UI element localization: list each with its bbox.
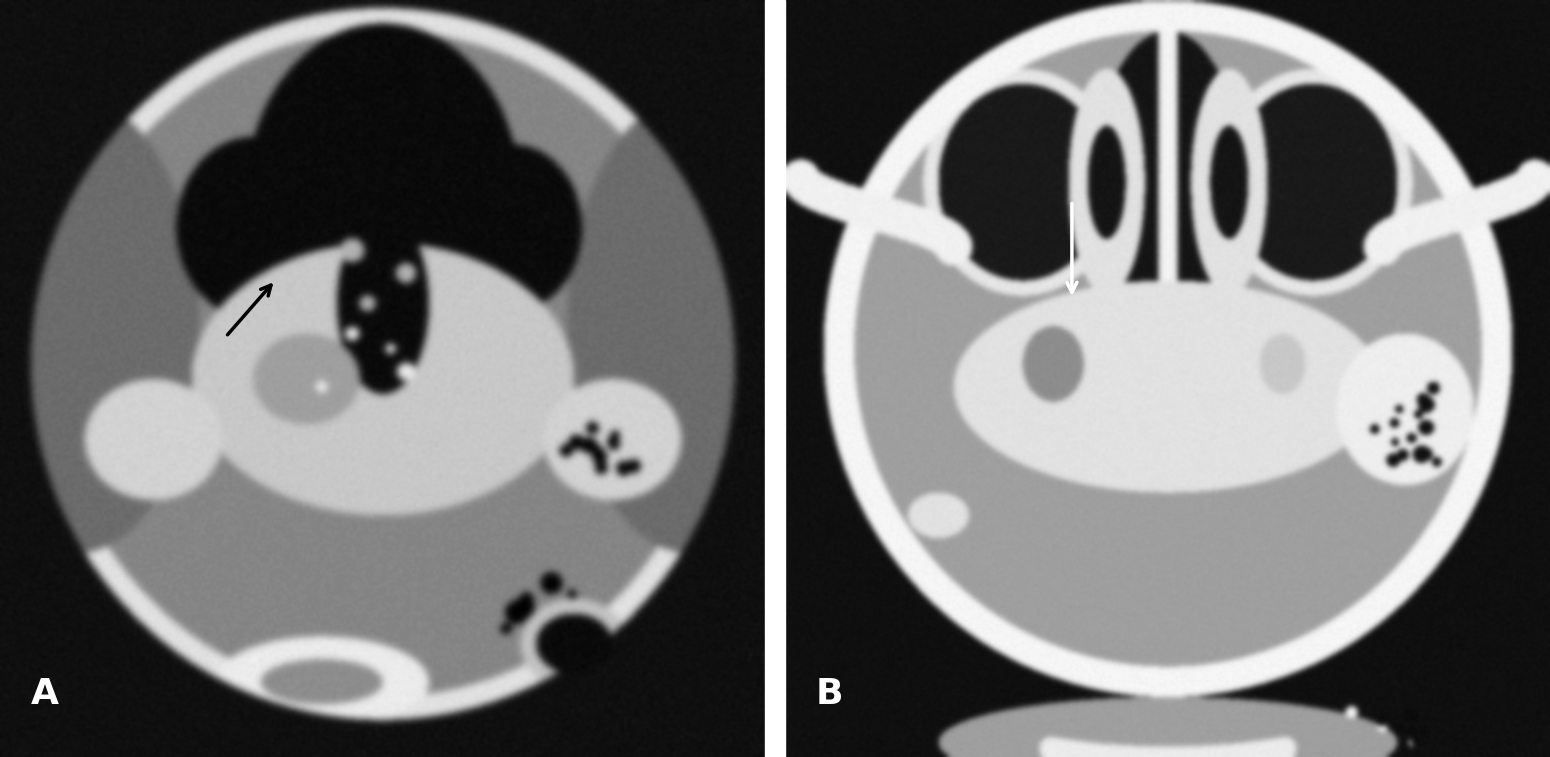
Text: B: B <box>815 677 843 711</box>
Text: A: A <box>31 677 59 711</box>
